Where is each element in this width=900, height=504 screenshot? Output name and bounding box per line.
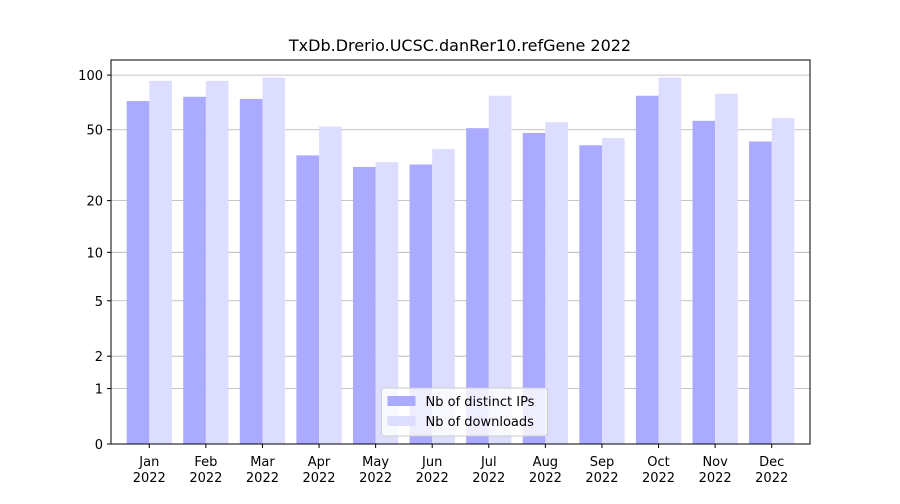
bar bbox=[432, 149, 455, 444]
bar bbox=[319, 126, 342, 444]
bar bbox=[183, 96, 206, 444]
y-tick-label: 20 bbox=[86, 195, 103, 210]
bar bbox=[239, 98, 263, 445]
x-tick-label: Nov 2022 bbox=[699, 455, 732, 486]
chart-title: TxDb.Drerio.UCSC.danRer10.refGene 2022 bbox=[288, 36, 631, 55]
x-tick-label: Dec 2022 bbox=[755, 455, 788, 486]
legend-swatch bbox=[387, 416, 416, 426]
x-tick-label: Oct 2022 bbox=[642, 455, 675, 486]
y-tick-label: 100 bbox=[78, 69, 103, 84]
legend-swatch bbox=[387, 396, 416, 406]
x-tick-label: Feb 2022 bbox=[189, 455, 222, 486]
y-tick-label: 50 bbox=[86, 124, 103, 139]
y-tick-label: 2 bbox=[95, 350, 103, 365]
x-tick-label: Jul 2022 bbox=[472, 455, 505, 486]
x-tick-label: Apr 2022 bbox=[302, 455, 335, 486]
bar bbox=[296, 155, 320, 445]
bar bbox=[601, 137, 625, 444]
bar bbox=[771, 118, 795, 445]
x-tick-label: Mar 2022 bbox=[246, 455, 279, 486]
bar bbox=[658, 77, 682, 445]
bar bbox=[545, 122, 569, 445]
bar bbox=[522, 132, 546, 444]
bar bbox=[635, 95, 659, 444]
legend-label: Nb of downloads bbox=[426, 415, 535, 430]
x-tick-label: Aug 2022 bbox=[529, 455, 562, 486]
legend-box bbox=[381, 387, 548, 437]
bar bbox=[126, 101, 150, 444]
x-tick-label: Jan 2022 bbox=[133, 455, 166, 486]
y-tick-label: 1 bbox=[95, 383, 103, 398]
legend-label: Nb of distinct IPs bbox=[426, 395, 535, 410]
bar bbox=[262, 77, 286, 445]
legend: Nb of distinct IPs Nb of downloads bbox=[381, 387, 548, 437]
y-tick-label: 10 bbox=[86, 246, 103, 261]
bar bbox=[352, 166, 376, 444]
bar bbox=[692, 120, 716, 444]
bar bbox=[466, 128, 489, 444]
plot-frame bbox=[110, 59, 811, 445]
y-tick-label: 0 bbox=[95, 438, 103, 453]
y-tick-label: 5 bbox=[95, 295, 103, 310]
bar bbox=[149, 80, 172, 445]
bar bbox=[749, 141, 772, 444]
bar bbox=[409, 164, 433, 444]
bar bbox=[579, 145, 602, 445]
x-tick-label: Sep 2022 bbox=[585, 455, 618, 486]
bar bbox=[715, 93, 738, 444]
bar bbox=[375, 162, 399, 444]
x-tick-label: Jun 2022 bbox=[416, 455, 449, 486]
x-tick-label: May 2022 bbox=[359, 455, 392, 486]
bar bbox=[488, 95, 512, 444]
bar bbox=[205, 80, 229, 445]
